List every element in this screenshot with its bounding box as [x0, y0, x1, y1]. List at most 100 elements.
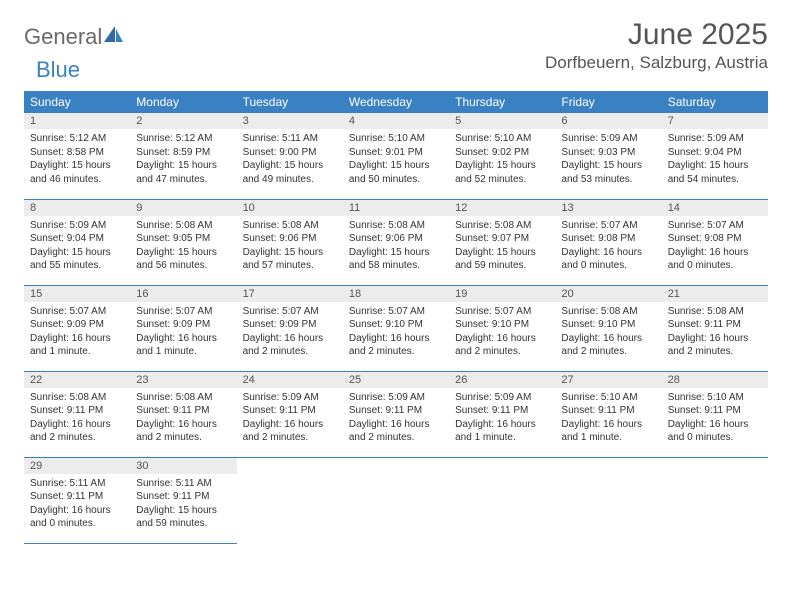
title-block: June 2025 Dorfbeuern, Salzburg, Austria	[545, 18, 768, 73]
weekday-header: Sunday	[24, 91, 130, 113]
day-body: Sunrise: 5:07 AMSunset: 9:10 PMDaylight:…	[343, 302, 449, 363]
day-body: Sunrise: 5:07 AMSunset: 9:09 PMDaylight:…	[237, 302, 343, 363]
calendar-cell: 26Sunrise: 5:09 AMSunset: 9:11 PMDayligh…	[449, 371, 555, 457]
calendar-cell: 9Sunrise: 5:08 AMSunset: 9:05 PMDaylight…	[130, 199, 236, 285]
calendar-cell: 2Sunrise: 5:12 AMSunset: 8:59 PMDaylight…	[130, 113, 236, 199]
day-number: 19	[449, 286, 555, 302]
calendar-row: 1Sunrise: 5:12 AMSunset: 8:58 PMDaylight…	[24, 113, 768, 199]
day-number: 4	[343, 113, 449, 129]
day-body: Sunrise: 5:11 AMSunset: 9:00 PMDaylight:…	[237, 129, 343, 190]
calendar-cell: 25Sunrise: 5:09 AMSunset: 9:11 PMDayligh…	[343, 371, 449, 457]
calendar-cell: 16Sunrise: 5:07 AMSunset: 9:09 PMDayligh…	[130, 285, 236, 371]
day-number: 3	[237, 113, 343, 129]
day-body: Sunrise: 5:08 AMSunset: 9:06 PMDaylight:…	[343, 216, 449, 277]
day-body: Sunrise: 5:08 AMSunset: 9:10 PMDaylight:…	[555, 302, 661, 363]
weekday-header-row: Sunday Monday Tuesday Wednesday Thursday…	[24, 91, 768, 113]
day-number: 26	[449, 372, 555, 388]
day-number: 30	[130, 458, 236, 474]
day-body: Sunrise: 5:07 AMSunset: 9:10 PMDaylight:…	[449, 302, 555, 363]
day-body: Sunrise: 5:07 AMSunset: 9:08 PMDaylight:…	[662, 216, 768, 277]
day-number: 18	[343, 286, 449, 302]
day-number: 24	[237, 372, 343, 388]
day-body: Sunrise: 5:07 AMSunset: 9:09 PMDaylight:…	[24, 302, 130, 363]
brand-part1: General	[24, 24, 102, 50]
day-number: 22	[24, 372, 130, 388]
calendar-cell: 11Sunrise: 5:08 AMSunset: 9:06 PMDayligh…	[343, 199, 449, 285]
day-number: 11	[343, 200, 449, 216]
day-number: 17	[237, 286, 343, 302]
day-body: Sunrise: 5:09 AMSunset: 9:03 PMDaylight:…	[555, 129, 661, 190]
calendar-cell: 24Sunrise: 5:09 AMSunset: 9:11 PMDayligh…	[237, 371, 343, 457]
calendar-table: Sunday Monday Tuesday Wednesday Thursday…	[24, 91, 768, 544]
day-number: 8	[24, 200, 130, 216]
calendar-body: 1Sunrise: 5:12 AMSunset: 8:58 PMDaylight…	[24, 113, 768, 543]
weekday-header: Thursday	[449, 91, 555, 113]
calendar-cell: 19Sunrise: 5:07 AMSunset: 9:10 PMDayligh…	[449, 285, 555, 371]
calendar-cell: 8Sunrise: 5:09 AMSunset: 9:04 PMDaylight…	[24, 199, 130, 285]
calendar-cell: 20Sunrise: 5:08 AMSunset: 9:10 PMDayligh…	[555, 285, 661, 371]
calendar-cell-empty	[343, 457, 449, 543]
calendar-cell: 12Sunrise: 5:08 AMSunset: 9:07 PMDayligh…	[449, 199, 555, 285]
day-number: 7	[662, 113, 768, 129]
day-number: 6	[555, 113, 661, 129]
calendar-cell: 3Sunrise: 5:11 AMSunset: 9:00 PMDaylight…	[237, 113, 343, 199]
day-body: Sunrise: 5:08 AMSunset: 9:11 PMDaylight:…	[24, 388, 130, 449]
calendar-cell: 27Sunrise: 5:10 AMSunset: 9:11 PMDayligh…	[555, 371, 661, 457]
day-number: 1	[24, 113, 130, 129]
day-number: 15	[24, 286, 130, 302]
calendar-row: 22Sunrise: 5:08 AMSunset: 9:11 PMDayligh…	[24, 371, 768, 457]
day-number: 10	[237, 200, 343, 216]
day-body: Sunrise: 5:11 AMSunset: 9:11 PMDaylight:…	[24, 474, 130, 535]
calendar-cell: 13Sunrise: 5:07 AMSunset: 9:08 PMDayligh…	[555, 199, 661, 285]
calendar-cell: 28Sunrise: 5:10 AMSunset: 9:11 PMDayligh…	[662, 371, 768, 457]
day-body: Sunrise: 5:12 AMSunset: 8:58 PMDaylight:…	[24, 129, 130, 190]
calendar-cell: 7Sunrise: 5:09 AMSunset: 9:04 PMDaylight…	[662, 113, 768, 199]
day-number: 5	[449, 113, 555, 129]
day-body: Sunrise: 5:08 AMSunset: 9:07 PMDaylight:…	[449, 216, 555, 277]
day-number: 21	[662, 286, 768, 302]
weekday-header: Wednesday	[343, 91, 449, 113]
day-number: 12	[449, 200, 555, 216]
sail-icon	[104, 24, 124, 50]
day-body: Sunrise: 5:07 AMSunset: 9:08 PMDaylight:…	[555, 216, 661, 277]
day-body: Sunrise: 5:08 AMSunset: 9:11 PMDaylight:…	[130, 388, 236, 449]
calendar-cell-empty	[555, 457, 661, 543]
calendar-cell: 15Sunrise: 5:07 AMSunset: 9:09 PMDayligh…	[24, 285, 130, 371]
calendar-cell: 6Sunrise: 5:09 AMSunset: 9:03 PMDaylight…	[555, 113, 661, 199]
location-text: Dorfbeuern, Salzburg, Austria	[545, 53, 768, 73]
day-body: Sunrise: 5:08 AMSunset: 9:11 PMDaylight:…	[662, 302, 768, 363]
day-number: 20	[555, 286, 661, 302]
day-body: Sunrise: 5:08 AMSunset: 9:06 PMDaylight:…	[237, 216, 343, 277]
month-title: June 2025	[545, 18, 768, 51]
calendar-cell: 30Sunrise: 5:11 AMSunset: 9:11 PMDayligh…	[130, 457, 236, 543]
weekday-header: Friday	[555, 91, 661, 113]
day-body: Sunrise: 5:10 AMSunset: 9:01 PMDaylight:…	[343, 129, 449, 190]
day-body: Sunrise: 5:09 AMSunset: 9:04 PMDaylight:…	[662, 129, 768, 190]
calendar-cell: 4Sunrise: 5:10 AMSunset: 9:01 PMDaylight…	[343, 113, 449, 199]
brand-logo: General	[24, 24, 124, 50]
calendar-cell: 5Sunrise: 5:10 AMSunset: 9:02 PMDaylight…	[449, 113, 555, 199]
day-number: 13	[555, 200, 661, 216]
day-body: Sunrise: 5:09 AMSunset: 9:04 PMDaylight:…	[24, 216, 130, 277]
calendar-cell: 1Sunrise: 5:12 AMSunset: 8:58 PMDaylight…	[24, 113, 130, 199]
calendar-cell: 23Sunrise: 5:08 AMSunset: 9:11 PMDayligh…	[130, 371, 236, 457]
day-body: Sunrise: 5:09 AMSunset: 9:11 PMDaylight:…	[449, 388, 555, 449]
day-number: 29	[24, 458, 130, 474]
day-body: Sunrise: 5:10 AMSunset: 9:11 PMDaylight:…	[662, 388, 768, 449]
day-body: Sunrise: 5:10 AMSunset: 9:02 PMDaylight:…	[449, 129, 555, 190]
day-number: 23	[130, 372, 236, 388]
day-body: Sunrise: 5:07 AMSunset: 9:09 PMDaylight:…	[130, 302, 236, 363]
calendar-row: 8Sunrise: 5:09 AMSunset: 9:04 PMDaylight…	[24, 199, 768, 285]
calendar-page: General June 2025 Dorfbeuern, Salzburg, …	[0, 0, 792, 544]
day-body: Sunrise: 5:09 AMSunset: 9:11 PMDaylight:…	[237, 388, 343, 449]
day-body: Sunrise: 5:10 AMSunset: 9:11 PMDaylight:…	[555, 388, 661, 449]
calendar-cell-empty	[449, 457, 555, 543]
calendar-cell: 29Sunrise: 5:11 AMSunset: 9:11 PMDayligh…	[24, 457, 130, 543]
calendar-cell-empty	[662, 457, 768, 543]
day-number: 28	[662, 372, 768, 388]
weekday-header: Saturday	[662, 91, 768, 113]
day-body: Sunrise: 5:11 AMSunset: 9:11 PMDaylight:…	[130, 474, 236, 535]
calendar-cell: 14Sunrise: 5:07 AMSunset: 9:08 PMDayligh…	[662, 199, 768, 285]
calendar-cell: 10Sunrise: 5:08 AMSunset: 9:06 PMDayligh…	[237, 199, 343, 285]
brand-part2: Blue	[36, 57, 80, 83]
